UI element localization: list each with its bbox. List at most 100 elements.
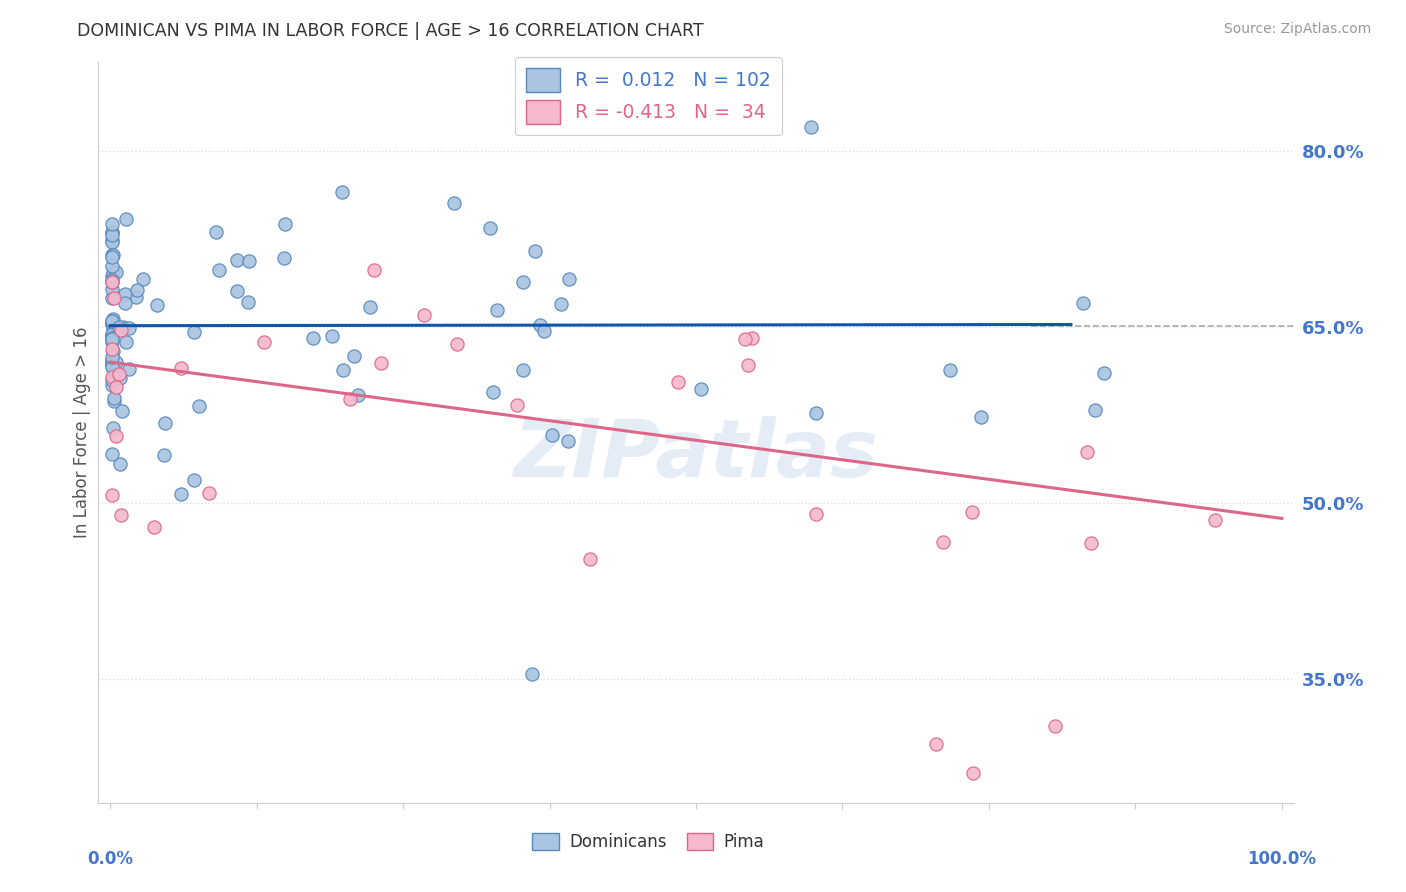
Point <box>101 356 124 370</box>
Point <box>101 326 124 341</box>
Point <box>253 335 276 350</box>
Point <box>101 275 124 289</box>
Point <box>197 486 219 500</box>
Point <box>101 266 124 280</box>
Point <box>482 384 505 399</box>
Point <box>737 359 759 373</box>
Point <box>101 314 124 328</box>
Point <box>105 379 128 393</box>
Point <box>273 251 295 265</box>
Point <box>101 327 124 342</box>
Y-axis label: In Labor Force | Age > 16: In Labor Force | Age > 16 <box>73 326 91 539</box>
Text: ZIPatlas: ZIPatlas <box>513 416 879 494</box>
Point <box>924 737 946 751</box>
Point <box>183 473 205 487</box>
Point <box>103 394 125 409</box>
Point <box>101 225 124 239</box>
Point <box>101 227 124 242</box>
Point <box>339 392 361 406</box>
Point <box>932 534 955 549</box>
Point <box>321 329 343 343</box>
Point <box>114 296 136 310</box>
Point <box>1076 445 1098 459</box>
Point <box>962 766 984 780</box>
Point <box>101 251 124 265</box>
Point <box>1080 536 1102 550</box>
Point <box>689 382 711 396</box>
Point <box>110 371 132 385</box>
Point <box>101 377 124 392</box>
Point <box>103 361 125 376</box>
Point <box>115 212 138 227</box>
Point <box>558 272 581 286</box>
Point <box>512 275 534 289</box>
Point <box>103 291 125 305</box>
Point <box>359 300 381 314</box>
Point <box>101 373 124 387</box>
Point <box>110 323 132 337</box>
Point <box>153 448 176 462</box>
Point <box>579 552 602 566</box>
Point <box>970 409 993 424</box>
Point <box>188 399 211 413</box>
Point <box>550 296 572 310</box>
Point <box>101 226 124 240</box>
Point <box>115 334 138 349</box>
Point <box>107 367 129 381</box>
Point <box>1073 296 1095 310</box>
Point <box>238 294 260 309</box>
Point <box>101 360 124 375</box>
Point <box>524 244 547 258</box>
Point <box>101 331 124 345</box>
Point <box>155 417 177 431</box>
Point <box>208 263 231 277</box>
Point <box>962 505 984 519</box>
Point <box>505 398 527 412</box>
Point <box>446 336 468 351</box>
Point <box>529 318 551 332</box>
Point <box>101 343 124 358</box>
Point <box>101 217 124 231</box>
Point <box>533 324 555 338</box>
Point <box>112 320 135 334</box>
Point <box>800 120 823 134</box>
Point <box>125 290 148 304</box>
Point <box>103 311 125 326</box>
Text: 0.0%: 0.0% <box>87 850 134 868</box>
Point <box>370 355 392 369</box>
Point <box>101 369 124 384</box>
Point <box>1084 403 1107 417</box>
Point <box>108 457 131 471</box>
Point <box>734 332 756 346</box>
Point <box>101 247 124 261</box>
Text: 100.0%: 100.0% <box>1247 850 1316 868</box>
Point <box>103 421 125 435</box>
Point <box>939 363 962 377</box>
Point <box>108 319 131 334</box>
Point <box>101 447 124 461</box>
Point <box>117 321 139 335</box>
Point <box>101 318 124 332</box>
Point <box>274 217 297 231</box>
Point <box>363 263 385 277</box>
Point <box>238 254 260 268</box>
Point <box>183 325 205 339</box>
Point <box>101 276 124 290</box>
Point <box>101 350 124 364</box>
Point <box>101 291 124 305</box>
Point <box>114 286 136 301</box>
Point <box>557 434 579 449</box>
Point <box>540 427 562 442</box>
Point <box>170 361 193 376</box>
Point <box>101 357 124 371</box>
Point <box>118 361 141 376</box>
Point <box>804 406 827 420</box>
Point <box>205 225 228 239</box>
Point <box>170 486 193 500</box>
Point <box>103 391 125 405</box>
Point <box>132 272 155 286</box>
Point <box>330 185 353 199</box>
Point <box>522 666 544 681</box>
Point <box>101 235 124 250</box>
Point <box>125 283 148 297</box>
